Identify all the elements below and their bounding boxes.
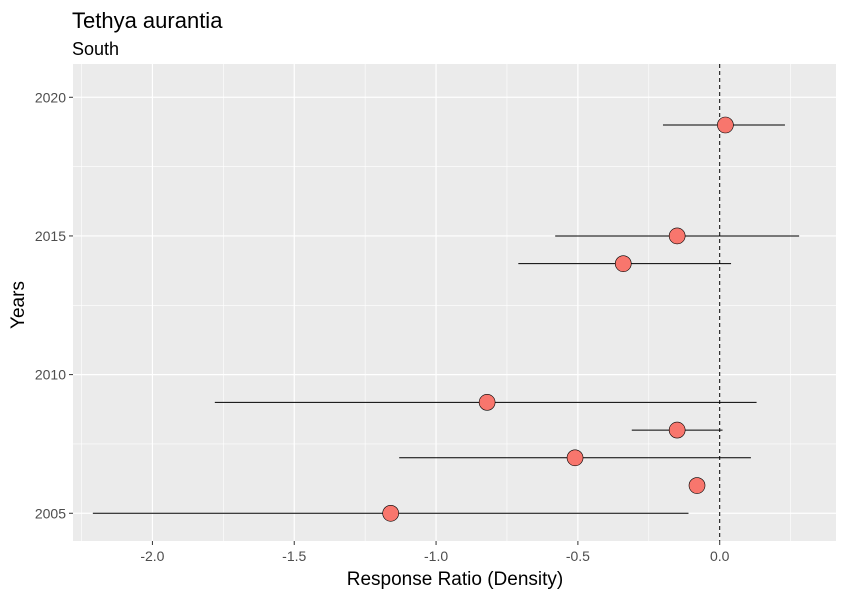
data-point xyxy=(614,255,632,272)
chart-subtitle: South xyxy=(72,39,119,59)
minor-gridlines xyxy=(73,64,836,541)
y-axis-label: Years xyxy=(8,281,29,329)
data-point xyxy=(717,116,734,134)
data-point xyxy=(478,394,496,411)
plot-panel xyxy=(73,64,836,541)
x-axis-label: Response Ratio (Density) xyxy=(347,569,563,590)
x-tick-label: -2.0 xyxy=(140,548,164,564)
data-point xyxy=(382,504,399,522)
data-point xyxy=(566,449,584,467)
y-axis: 2005 2010 2015 2020 xyxy=(35,89,73,521)
data-points xyxy=(382,116,734,522)
y-tick-label: 2020 xyxy=(35,89,66,105)
x-tick-label: -1.5 xyxy=(282,548,306,564)
chart-title: Tethya aurantia xyxy=(72,8,223,33)
data-point xyxy=(668,227,686,245)
y-tick-label: 2010 xyxy=(35,367,66,383)
x-tick-label: -0.5 xyxy=(566,548,590,564)
x-axis: -2.0 -1.5 -1.0 -0.5 0.0 xyxy=(140,541,730,564)
y-tick-label: 2005 xyxy=(35,505,66,521)
data-point xyxy=(688,477,706,494)
data-point xyxy=(668,421,686,439)
y-tick-label: 2015 xyxy=(35,228,66,244)
x-tick-label: 0.0 xyxy=(710,548,730,564)
x-tick-label: -1.0 xyxy=(424,548,448,564)
